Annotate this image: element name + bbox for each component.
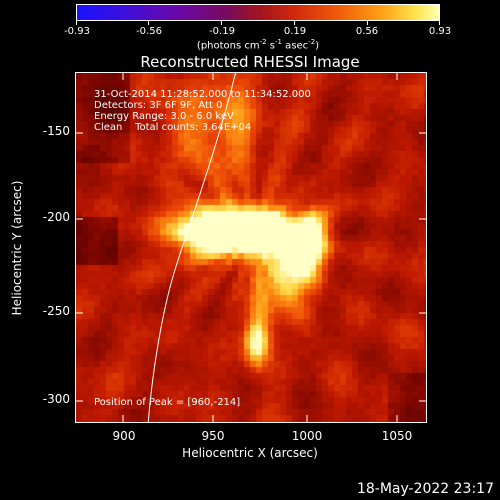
y-tick-label: -300: [42, 392, 70, 406]
solar-limb-line: [147, 73, 237, 422]
plot-title: Reconstructed RHESSI Image: [140, 53, 360, 71]
colorbar-tick-label: 0.93: [428, 26, 452, 37]
x-tick-label: 1050: [381, 429, 413, 443]
rhessi-image: 31-Oct-2014 11:28:52.000 to 11:34:52.000…: [75, 72, 427, 423]
colorbar-tick: [367, 21, 368, 25]
solar-limb-overlay: [147, 73, 237, 422]
x-tick-label: 950: [201, 429, 225, 443]
colorbar-tick: [294, 21, 295, 25]
colorbar-tick: [221, 21, 222, 25]
y-tick-label: -150: [42, 124, 70, 138]
annotation-total-counts: Clean Total counts: 3.64E+04: [94, 122, 252, 133]
colorbar-tick: [76, 21, 77, 25]
annotation-time-range: 31-Oct-2014 11:28:52.000 to 11:34:52.000: [94, 89, 311, 100]
y-axis-label: Heliocentric Y (arcsec): [10, 180, 24, 316]
colorbar: [76, 4, 440, 21]
colorbar-tick-label: 0.19: [283, 26, 307, 37]
x-tick-label: 1000: [291, 429, 323, 443]
x-tick-label: 900: [112, 429, 136, 443]
annotation-energy-range: Energy Range: 3.0 - 6.0 keV: [94, 111, 234, 122]
colorbar-tick-label: -0.19: [209, 26, 235, 37]
y-tick-label: -250: [42, 304, 70, 318]
colorbar-tick-label: -0.56: [136, 26, 162, 37]
colorbar-tick-label: 0.56: [355, 26, 379, 37]
colorbar-tick: [439, 21, 440, 25]
y-tick-label: -200: [42, 210, 70, 224]
colorbar-tick: [148, 21, 149, 25]
colorbar-tick-label: -0.93: [64, 26, 90, 37]
image-heatmap: [76, 73, 426, 422]
render-timestamp: 18-May-2022 23:17: [356, 481, 494, 497]
annotation-detectors: Detectors: 3F 6F 9F, Att 0: [94, 100, 223, 111]
colorbar-unit-label: (photons cm-2 s-1 asec-2): [196, 38, 320, 52]
x-axis-label: Heliocentric X (arcsec): [182, 446, 318, 460]
annotation-peak-position: Position of Peak = [960,-214]: [94, 397, 241, 408]
